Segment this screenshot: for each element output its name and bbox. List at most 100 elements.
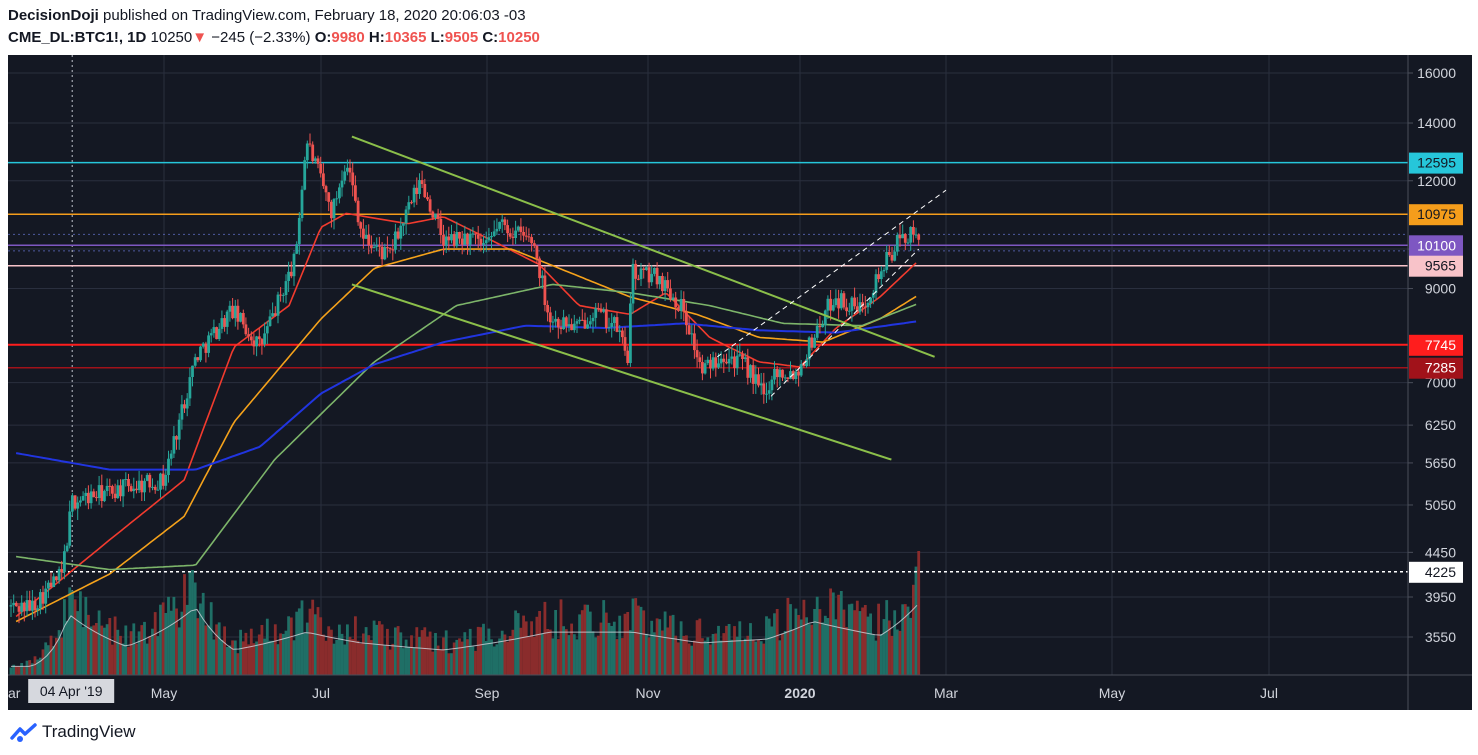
volume-bar	[519, 627, 523, 675]
volume-bar	[661, 630, 664, 675]
volume-bar	[583, 604, 587, 675]
volume-bar	[450, 653, 453, 675]
candle-body	[396, 231, 400, 239]
brand-name[interactable]: TradingView	[42, 722, 136, 741]
tradingview-logo-icon[interactable]	[10, 722, 38, 744]
volume-bar	[703, 640, 707, 675]
volume-bar	[653, 632, 656, 675]
candle-body	[487, 237, 491, 241]
volume-bar	[372, 620, 376, 675]
volume-bar	[415, 627, 419, 675]
candle-body	[522, 232, 525, 236]
candle-body	[233, 305, 237, 319]
candle-body	[706, 359, 710, 364]
volume-bar	[893, 610, 897, 675]
open-label: O:	[314, 29, 332, 46]
volume-bar	[650, 620, 654, 675]
volume-bar	[722, 633, 726, 675]
volume-bar	[119, 635, 122, 675]
candle-body	[108, 485, 112, 487]
volume-bar	[663, 611, 667, 675]
candle-body	[879, 271, 883, 279]
volume-bar	[161, 602, 165, 675]
candle-body	[588, 321, 592, 325]
volume-bar	[621, 638, 624, 675]
candle-body	[850, 297, 854, 311]
volume-bar	[284, 630, 288, 675]
candle-body	[399, 225, 403, 239]
candle-body	[300, 189, 304, 218]
candle-body	[167, 458, 170, 475]
volume-bar	[354, 616, 357, 675]
candle-body	[412, 187, 416, 203]
candle-body	[185, 398, 189, 409]
candle-body	[327, 192, 331, 202]
candle-body	[759, 383, 763, 386]
volume-bar	[813, 609, 816, 675]
candle-body	[71, 495, 74, 512]
candle-body	[319, 163, 323, 174]
candle-body	[65, 545, 69, 552]
volume-bar	[217, 622, 221, 675]
candle-body	[148, 474, 152, 488]
volume-bar	[479, 627, 483, 675]
volume-bar	[63, 599, 66, 675]
level-price-label-box	[1409, 561, 1463, 583]
volume-bar	[797, 615, 800, 675]
volume-bar	[751, 639, 755, 675]
candle-body	[877, 274, 880, 279]
volume-bar	[137, 631, 141, 675]
volume-bar	[84, 596, 88, 675]
high-label: H:	[368, 29, 385, 46]
level-price-label: 7745	[1425, 337, 1456, 353]
volume-bar	[60, 637, 64, 675]
volume-bar	[855, 600, 859, 675]
candle-body	[778, 369, 782, 378]
volume-bar	[879, 634, 883, 675]
volume-bar	[903, 604, 907, 675]
candle-body	[12, 602, 16, 606]
candle-body	[500, 219, 504, 222]
price-chart[interactable]: 1600014000120001000090007000625056505050…	[8, 55, 1472, 710]
volume-bar	[332, 643, 336, 675]
candle-body	[741, 354, 744, 359]
volume-bar	[834, 619, 838, 675]
candle-body	[407, 202, 411, 210]
candle-body	[364, 234, 368, 239]
symbol-label[interactable]: CME_DL:BTC1!, 1D	[8, 29, 147, 46]
volume-bar	[57, 630, 61, 675]
volume-bar	[567, 635, 571, 675]
volume-bar	[281, 633, 285, 675]
candle-body	[839, 293, 843, 309]
low-label: L:	[430, 29, 445, 46]
volume-bar	[383, 645, 387, 675]
time-tick-label: May	[1099, 685, 1125, 701]
volume-bar	[530, 621, 533, 675]
volume-bar	[647, 637, 651, 675]
candle-body	[679, 299, 683, 311]
candle-body	[207, 335, 210, 353]
candle-body	[498, 221, 501, 229]
volume-bar	[316, 607, 320, 675]
candle-body	[252, 340, 256, 347]
candle-body	[719, 358, 723, 364]
volume-bar	[247, 644, 250, 675]
volume-bar	[407, 646, 411, 675]
volume-bar	[749, 623, 752, 675]
candle-body	[247, 334, 250, 337]
candle-body	[121, 479, 125, 497]
volume-bar	[615, 639, 619, 675]
chart-panel[interactable]: 1600014000120001000090007000625056505050…	[8, 55, 1472, 710]
volume-bar	[677, 642, 680, 675]
volume-bar	[831, 592, 835, 675]
volume-bar	[263, 638, 266, 675]
candle-body	[249, 336, 253, 341]
volume-bar	[685, 635, 688, 675]
volume-bar	[255, 641, 258, 675]
candle-body	[818, 325, 822, 328]
volume-bar	[183, 574, 186, 675]
candle-body	[378, 245, 381, 247]
author-name[interactable]: DecisionDoji	[8, 7, 99, 24]
volume-bar	[319, 617, 323, 675]
volume-bar	[193, 582, 197, 675]
